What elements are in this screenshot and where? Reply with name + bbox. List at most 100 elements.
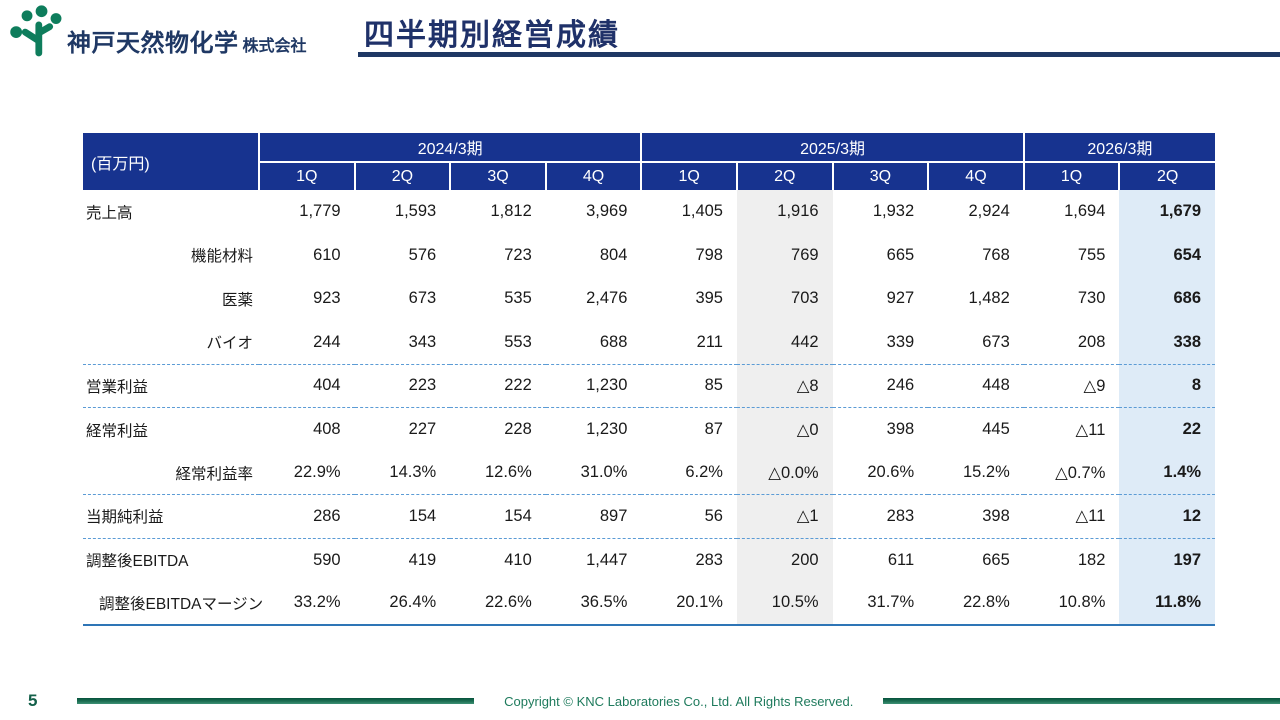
value-cell: 8 xyxy=(1119,363,1215,408)
table-row: 売上高 1,779 1,593 1,812 3,969 1,405 1,916 1,932 2,… xyxy=(83,190,1215,234)
year-header-2026: 2026/3期 xyxy=(1022,133,1215,163)
value-cell: 654 xyxy=(1119,233,1215,277)
table-row: 医薬 923 673 535 2,476 395 703 927 1,482 730 686 xyxy=(83,277,1215,321)
quarter-header: 1Q xyxy=(258,162,355,190)
table-row: 調整後EBITDAマージン 33.2% 26.4% 22.6% 36.5% 20.1% 10… xyxy=(83,581,1215,626)
footer: 5 Copyright © KNC Laboratories Co., Ltd.… xyxy=(0,689,1280,713)
value-cell: 798 xyxy=(695,245,723,264)
value-cell: 611 xyxy=(832,537,929,582)
quarter-header: 2Q xyxy=(735,162,833,190)
value-cell: 182 xyxy=(1023,537,1120,582)
value-cell: 703 xyxy=(736,277,833,321)
value-cell: 755 xyxy=(1077,245,1106,264)
value-cell: 1,230 xyxy=(545,407,642,451)
value-cell: △9 xyxy=(1023,363,1120,408)
value-cell: 897 xyxy=(545,494,642,538)
value-cell: 398 xyxy=(832,407,929,451)
value-cell: 286 xyxy=(259,494,355,538)
quarter-header: 2Q xyxy=(353,162,451,190)
value-cell: 15.2% xyxy=(962,463,1010,481)
value-cell: △8 xyxy=(736,363,833,408)
year-header-2024: 2024/3期 xyxy=(257,133,642,163)
table-row: 経常利益率 22.9% 14.3% 12.6% 31.0% 6.2% △0.0% 20.6% 1… xyxy=(83,451,1215,495)
company-name: 神戸天然物化学 株式会社 xyxy=(67,23,307,58)
value-cell: 419 xyxy=(354,537,451,582)
value-cell: 20.6% xyxy=(867,463,915,481)
value-cell: 154 xyxy=(354,494,451,538)
value-cell: 1,916 xyxy=(736,190,833,234)
value-cell: △0.7% xyxy=(1055,463,1106,482)
value-cell: 22 xyxy=(1119,407,1215,451)
company-name-main: 神戸天然物化学 xyxy=(67,30,239,57)
year-header-2025: 2025/3期 xyxy=(640,133,1024,163)
value-cell: 1,230 xyxy=(545,363,642,408)
value-cell: 410 xyxy=(450,537,546,582)
value-cell: 1,593 xyxy=(394,202,437,221)
value-cell: 228 xyxy=(450,407,546,451)
row-label: 当期純利益 xyxy=(83,494,259,538)
value-cell: 1,812 xyxy=(490,202,532,221)
table-body: 売上高 1,779 1,593 1,812 3,969 1,405 1,916 1,932 2,… xyxy=(83,190,1215,626)
value-cell: 404 xyxy=(259,363,355,408)
value-cell: 208 xyxy=(1077,332,1106,351)
quarter-header: 3Q xyxy=(831,162,929,190)
quarter-header: 1Q xyxy=(640,162,737,190)
value-cell: 610 xyxy=(313,245,341,264)
value-cell: △0 xyxy=(736,407,833,451)
unit-label: (百万円) xyxy=(83,133,259,190)
value-cell: △0.0% xyxy=(736,451,833,495)
value-cell: 10.8% xyxy=(1023,581,1120,626)
quarter-header: 3Q xyxy=(449,162,546,190)
value-cell: 2,924 xyxy=(968,202,1010,221)
value-cell: 343 xyxy=(408,332,437,351)
value-cell: 56 xyxy=(641,494,737,538)
row-label: バイオ xyxy=(206,335,253,352)
value-cell: 338 xyxy=(1119,320,1215,364)
row-label: 調整後EBITDA xyxy=(83,537,259,582)
value-cell: 408 xyxy=(259,407,355,451)
value-cell: 22.8% xyxy=(928,581,1024,626)
value-cell: 14.3% xyxy=(389,463,437,481)
row-label: 機能材料 xyxy=(190,248,253,266)
footer-bar-right xyxy=(883,698,1280,704)
value-cell: 87 xyxy=(641,407,737,451)
value-cell: 927 xyxy=(886,289,915,308)
copyright-text: Copyright © KNC Laboratories Co., Ltd. A… xyxy=(504,693,854,709)
value-cell: 1,932 xyxy=(872,202,915,221)
value-cell: 448 xyxy=(928,363,1024,408)
value-cell: 665 xyxy=(886,245,915,264)
value-cell: 768 xyxy=(982,245,1010,264)
value-cell: 227 xyxy=(354,407,451,451)
quarter-header: 4Q xyxy=(544,162,642,190)
row-label: 経常利益率 xyxy=(175,465,253,483)
value-cell: 31.0% xyxy=(580,463,628,481)
page-title: 四半期別経営成績 xyxy=(364,19,620,52)
value-cell: 197 xyxy=(1119,537,1215,582)
value-cell: 804 xyxy=(599,245,628,264)
value-cell: 398 xyxy=(928,494,1024,538)
value-cell: 222 xyxy=(450,363,546,408)
title-underline xyxy=(358,52,1280,57)
company-tree-logo-icon xyxy=(10,5,62,57)
table-row: バイオ 244 343 553 688 211 442 339 673 208 338 xyxy=(83,320,1215,364)
value-cell: 923 xyxy=(313,289,341,308)
table-quarter-header-row: 1Q 2Q 3Q 4Q 1Q 2Q 3Q 4Q 1Q 2Q xyxy=(83,162,1215,190)
value-cell: 395 xyxy=(695,289,723,308)
value-cell: 553 xyxy=(504,332,532,351)
quarter-header: 1Q xyxy=(1022,162,1120,190)
value-cell: 3,969 xyxy=(586,202,628,221)
value-cell: 576 xyxy=(408,245,437,264)
value-cell: 723 xyxy=(504,245,532,264)
row-label: 経常利益 xyxy=(83,407,259,451)
company-name-suffix: 株式会社 xyxy=(242,38,307,55)
value-cell: 12 xyxy=(1119,494,1215,538)
value-cell: 686 xyxy=(1119,277,1215,321)
row-label: 営業利益 xyxy=(83,363,259,408)
value-cell: 6.2% xyxy=(685,463,723,481)
value-cell: 673 xyxy=(408,289,437,308)
value-cell: 154 xyxy=(450,494,546,538)
value-cell: 11.8% xyxy=(1119,581,1215,626)
value-cell: 688 xyxy=(599,332,628,351)
value-cell: △11 xyxy=(1023,407,1120,451)
value-cell: 769 xyxy=(736,233,833,277)
